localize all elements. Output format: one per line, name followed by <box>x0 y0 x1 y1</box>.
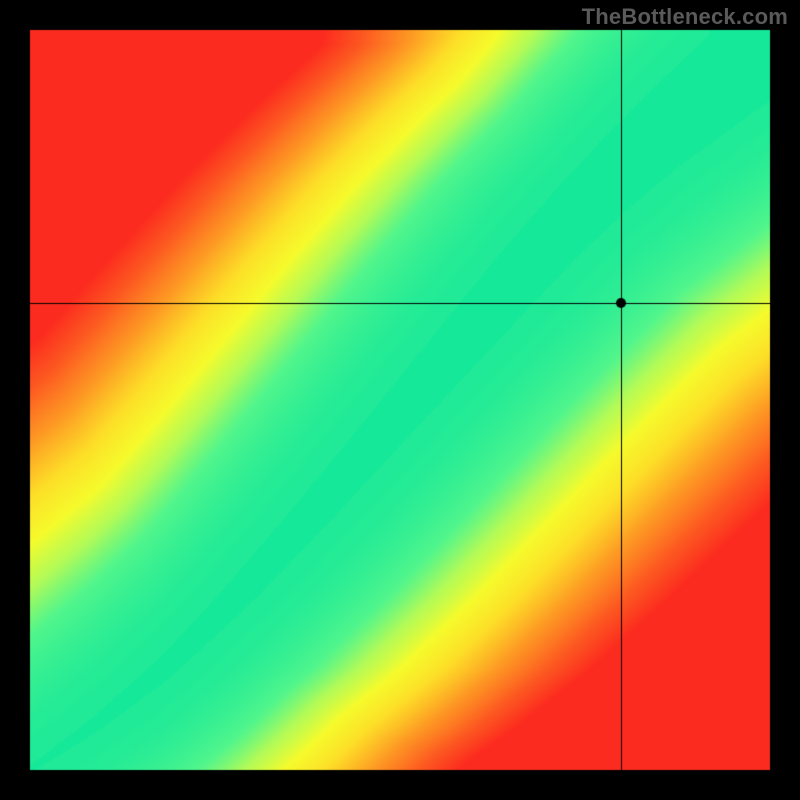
chart-container: TheBottleneck.com <box>0 0 800 800</box>
watermark-text: TheBottleneck.com <box>582 4 788 30</box>
heatmap-canvas <box>0 0 800 800</box>
